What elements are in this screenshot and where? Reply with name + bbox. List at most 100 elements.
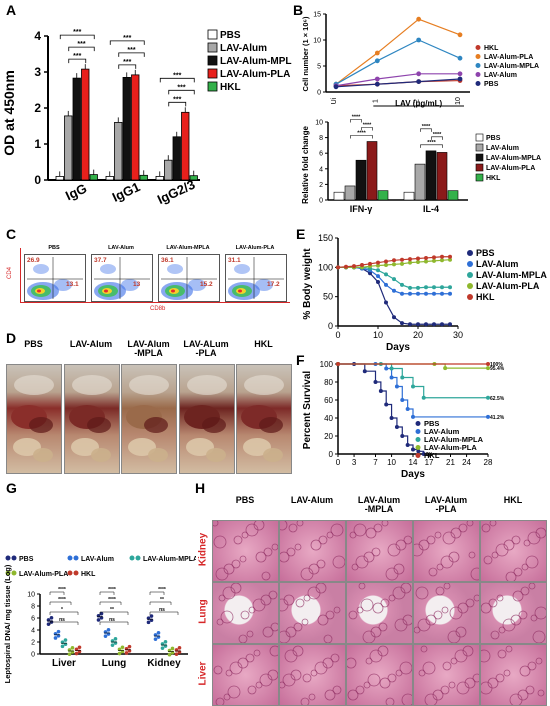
end-label: 100% [490, 362, 503, 368]
sig-label: **** [108, 597, 116, 603]
data-point [394, 425, 399, 429]
legend-marker [11, 555, 17, 561]
sig-label: *** [177, 84, 185, 91]
category-label: IL-4 [423, 204, 439, 214]
legend-marker [475, 72, 481, 77]
bar [172, 136, 181, 181]
flow-plot [158, 254, 220, 302]
data-point [392, 262, 396, 267]
data-point [416, 260, 420, 265]
y-tick-label: 2 [34, 101, 41, 115]
sig-label: *** [73, 29, 81, 36]
histology-image [279, 520, 346, 582]
data-point [408, 322, 412, 327]
legend-marker [67, 555, 73, 561]
data-point [378, 389, 383, 393]
x-tick-label: 10 [373, 330, 383, 340]
sig-bracket [109, 40, 145, 45]
histology-image [413, 520, 480, 582]
photo-title: LAV-Alum -MPLA [127, 339, 170, 358]
category-label: IgG2/3 [155, 177, 197, 207]
legend-marker [135, 555, 141, 561]
data-point [77, 645, 82, 650]
photo-title: HKL [254, 339, 273, 349]
tissue-texture-icon [418, 645, 479, 705]
sig-bracket [350, 119, 362, 123]
end-label: 95.4% [490, 366, 505, 372]
data-point [416, 71, 422, 77]
flow-plot [24, 254, 86, 302]
sig-bracket [420, 128, 432, 132]
cd8b-axis-line [20, 302, 290, 303]
legend-label: LAV-Alum-PLA [19, 571, 68, 578]
bar [55, 175, 64, 181]
data-point [440, 322, 444, 327]
sig-label: *** [73, 53, 81, 60]
y-tick-label: 1 [34, 137, 41, 151]
data-point [457, 32, 463, 38]
y-tick-label: 0 [329, 450, 334, 459]
bar [164, 159, 173, 181]
end-label: 0% [426, 452, 434, 458]
legend-label: LAV-Alum [476, 259, 518, 269]
cd8b-axis-label: CD8b [150, 306, 166, 312]
data-point [394, 384, 399, 389]
x-tick-label: 24 [462, 458, 471, 467]
data-point [376, 274, 380, 279]
data-point [368, 261, 372, 266]
data-point [153, 637, 158, 641]
category-label: IgG1 [110, 179, 143, 205]
y-tick-label: 100 [318, 262, 333, 272]
legend-marker [129, 555, 135, 561]
legend-label: LAV-Alum-MPLA [476, 270, 547, 280]
necropsy-photo [63, 364, 120, 474]
photo-title: PBS [24, 339, 43, 349]
data-point [46, 622, 51, 626]
data-point [373, 380, 378, 384]
histology-row-label: Kidney [197, 532, 209, 567]
flow-quadrant-lr: 15.2 [200, 281, 213, 288]
end-label: 62.5% [490, 396, 505, 402]
legend-marker [73, 570, 79, 576]
y-axis-label: Leptospiral DNA/ mg tissue (Log) [3, 564, 12, 683]
legend-swatch [475, 163, 484, 172]
legend-label: LAV-Alum-MPLA [220, 56, 292, 67]
sig-bracket [49, 591, 65, 595]
x-tick-label: 2 [414, 99, 421, 103]
data-point [362, 369, 367, 374]
bar [403, 191, 415, 201]
legend-label: PBS [19, 556, 34, 563]
data-point [63, 638, 68, 642]
bar [72, 77, 81, 181]
data-point [421, 452, 426, 456]
tissue-texture-icon [481, 521, 546, 581]
legend-marker [467, 283, 473, 289]
sig-label: **** [433, 132, 442, 138]
data-point [99, 611, 104, 616]
panel-label-c: C [6, 226, 17, 242]
sig-bracket [149, 611, 179, 615]
histology-row-label: Lung [197, 599, 209, 624]
tissue-texture-icon [280, 521, 345, 581]
y-tick-label: 8 [31, 604, 35, 611]
sig-label: **** [108, 587, 116, 593]
data-point [360, 262, 364, 267]
data-point [389, 375, 394, 380]
data-point [127, 644, 132, 649]
bar [377, 190, 389, 201]
data-point [448, 257, 452, 262]
panel-h: PBS LAV-Alum LAV-Alum -MPLA LAV-Alum -PLA HK… [196, 494, 550, 706]
data-point [424, 291, 428, 296]
cd4-axis-label: CD4 [7, 266, 14, 280]
data-point [424, 322, 428, 327]
y-tick-label: 4 [319, 166, 323, 173]
data-point [70, 646, 75, 650]
data-point [400, 291, 404, 296]
legend-marker [415, 437, 421, 442]
flow-density-icon [161, 257, 217, 300]
data-point [376, 280, 380, 284]
organ-illustration-icon [183, 375, 227, 462]
histology-image [212, 520, 279, 582]
sig-bracket [168, 101, 187, 107]
